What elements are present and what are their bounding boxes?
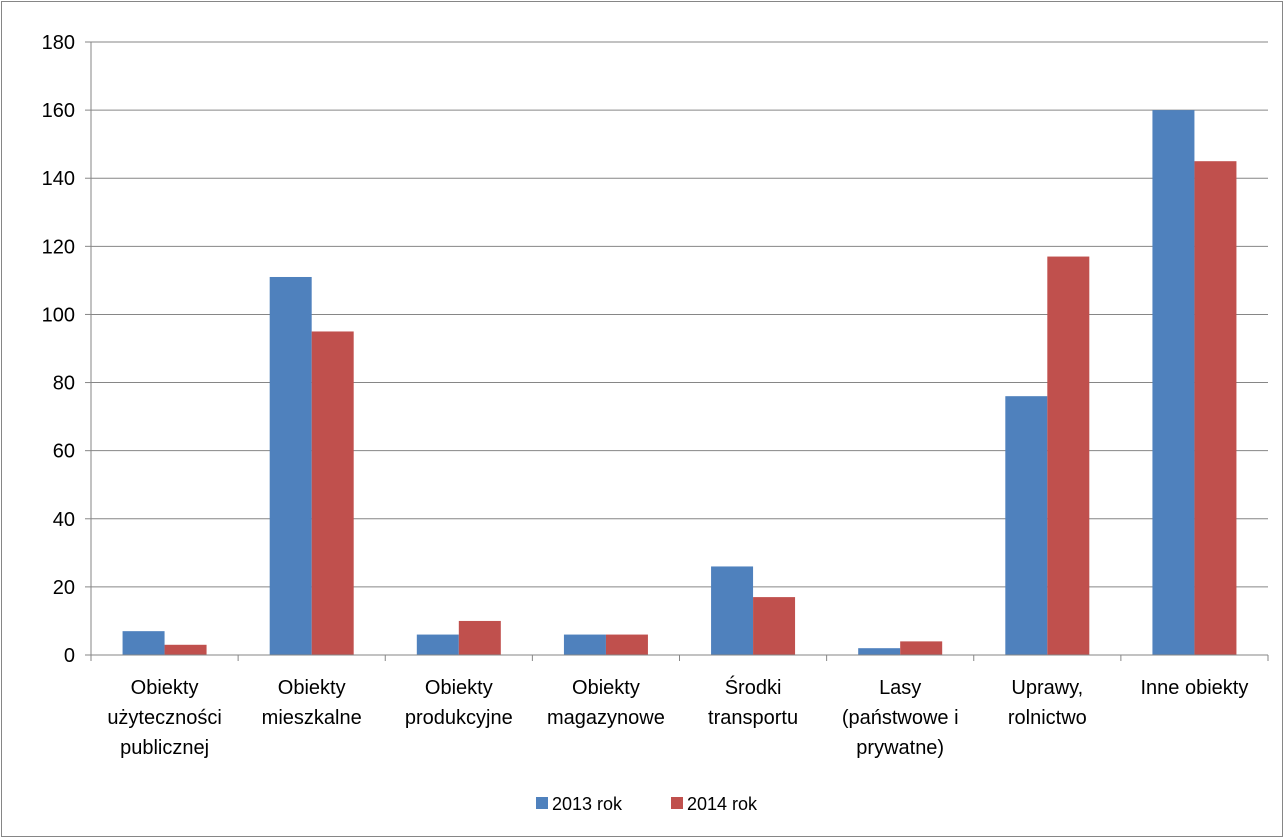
x-category-label: Obiekty <box>278 677 346 699</box>
x-category-label: Obiekty <box>131 677 199 699</box>
x-category-label: Lasy <box>879 677 921 699</box>
x-category-label: Obiekty <box>572 677 640 699</box>
y-tick-label: 120 <box>42 236 75 258</box>
legend-swatch <box>536 797 548 809</box>
bar-2013-rok-4 <box>711 566 754 655</box>
y-tick-label: 60 <box>53 441 75 463</box>
x-category-label: Uprawy, <box>1011 677 1083 699</box>
x-category-label: transportu <box>708 707 798 729</box>
legend-label: 2013 rok <box>552 794 623 814</box>
x-category-label: prywatne) <box>856 737 944 759</box>
axes <box>85 41 1269 661</box>
x-category-label: rolnictwo <box>1008 707 1087 729</box>
y-tick-label: 180 <box>42 32 75 54</box>
bar-2014-rok-0 <box>164 644 207 655</box>
legend-swatch <box>671 797 683 809</box>
y-tick-label: 100 <box>42 304 75 326</box>
y-tick-label: 140 <box>42 168 75 190</box>
y-tick-labels: 0 20 40 60 80 100 120 140 160 180 <box>42 32 75 667</box>
y-tick-label: 40 <box>53 509 75 531</box>
x-category-label: Obiekty <box>425 677 493 699</box>
x-category-label: Inne obiekty <box>1141 677 1249 699</box>
bar-2014-rok-4 <box>753 597 796 655</box>
bar-2014-rok-6 <box>1047 256 1090 655</box>
x-category-label: publicznej <box>120 737 209 759</box>
bar-2013-rok-1 <box>269 276 312 655</box>
y-tick-label: 20 <box>53 577 75 599</box>
bar-2014-rok-2 <box>458 620 501 655</box>
bar-2013-rok-5 <box>858 648 901 655</box>
x-category-label: Środki <box>725 675 782 699</box>
y-tick-label: 80 <box>53 373 75 395</box>
y-tick-label: 0 <box>64 645 75 667</box>
legend-label: 2014 rok <box>687 794 758 814</box>
bar-2014-rok-3 <box>605 634 648 655</box>
x-category-labels: Obiekty użyteczności publicznej Obiekty mies… <box>107 675 1248 759</box>
x-category-label: magazynowe <box>547 707 665 729</box>
bar-2014-rok-1 <box>311 331 354 655</box>
bar-2013-rok-2 <box>416 634 459 655</box>
bar-2013-rok-7 <box>1152 110 1195 656</box>
bar-2013-rok-6 <box>1005 396 1048 655</box>
bars <box>122 110 1237 656</box>
bar-2013-rok-0 <box>122 631 165 655</box>
legend: 2013 rok 2014 rok <box>536 794 758 814</box>
bar-2014-rok-7 <box>1194 161 1237 655</box>
x-category-label: mieszkalne <box>262 707 362 729</box>
x-category-label: produkcyjne <box>405 707 513 729</box>
x-category-label: użyteczności <box>107 707 222 729</box>
bar-2014-rok-5 <box>900 641 943 655</box>
gridlines <box>91 41 1268 588</box>
y-tick-label: 160 <box>42 100 75 122</box>
bar-2013-rok-3 <box>563 634 606 655</box>
x-category-label: (państwowe i <box>842 707 959 729</box>
